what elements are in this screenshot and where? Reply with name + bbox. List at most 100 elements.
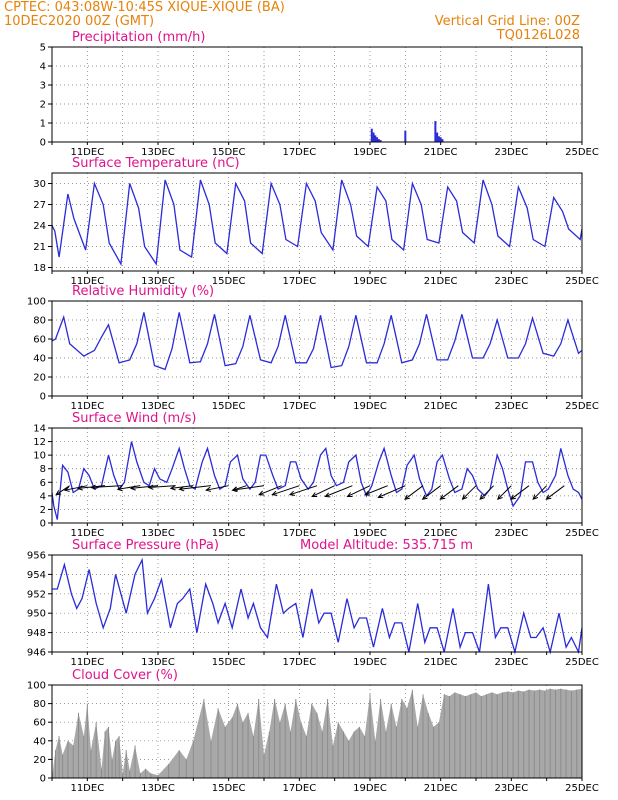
- precip-bar: [377, 139, 380, 142]
- precip-xtick-label: 17DEC: [282, 147, 316, 158]
- wind-arrow-head: [545, 494, 552, 500]
- wind-xtick-label: 23DEC: [494, 528, 528, 539]
- wind-xtick-label: 13DEC: [141, 528, 175, 539]
- wind-arrow: [55, 485, 70, 496]
- pres-xtick-label: 21DEC: [424, 657, 458, 668]
- wind-arrow-head: [55, 490, 62, 496]
- temp-xtick-label: 21DEC: [424, 276, 458, 287]
- rh-xtick-label: 23DEC: [494, 401, 528, 412]
- precip-bar: [434, 121, 437, 142]
- wind-series-line: [51, 441, 583, 520]
- rh-ytick-label: 20: [33, 373, 46, 384]
- wind-ytick-label: 2: [40, 505, 46, 516]
- cloud-ytick-label: 40: [33, 736, 46, 747]
- wind-arrow: [378, 485, 406, 498]
- wind-frame: [51, 427, 583, 524]
- pres-ytick-label: 948: [27, 628, 46, 639]
- wind-xtick-label: 19DEC: [353, 528, 387, 539]
- cloud-ytick-label: 100: [27, 681, 46, 692]
- wind-arrow: [364, 485, 388, 496]
- pres-subtitle: Model Altitude: 535.715 m: [300, 538, 473, 553]
- wind-arrow: [325, 485, 353, 497]
- wind-arrow-head: [479, 494, 486, 500]
- cloud-xtick-label: 17DEC: [282, 783, 316, 794]
- wind-arrow-head: [205, 486, 212, 492]
- header-grid-note: Vertical Grid Line: 00Z: [435, 14, 580, 29]
- wind-arrow: [148, 485, 176, 488]
- wind-ytick-label: 10: [33, 451, 46, 462]
- precip-xtick-label: 21DEC: [424, 147, 458, 158]
- precip-xtick-label: 19DEC: [353, 147, 387, 158]
- pres-panel: Surface Pressure (hPa) Model Altitude: 53…: [27, 538, 599, 668]
- temp-series-line: [51, 179, 583, 267]
- rh-ytick-label: 60: [33, 335, 46, 346]
- wind-arrow-head: [288, 490, 296, 496]
- wind-arrow-head: [510, 494, 517, 500]
- wind-arrow: [64, 485, 88, 491]
- precip-ytick-label: 1: [40, 119, 46, 130]
- rh-ytick-label: 40: [33, 354, 46, 365]
- header-run: 10DEC2020 00Z (GMT): [4, 14, 154, 29]
- pres-xtick-label: 19DEC: [353, 657, 387, 668]
- precip-title: Precipitation (mm/h): [72, 30, 205, 45]
- pres-xtick-label: 15DEC: [212, 657, 246, 668]
- temp-ytick-label: 18: [33, 263, 46, 274]
- wind-arrow: [258, 485, 282, 496]
- pres-ytick-label: 954: [27, 570, 46, 581]
- precip-ytick-label: 5: [40, 43, 46, 54]
- wind-xtick-label: 15DEC: [212, 528, 246, 539]
- precip-ytick-label: 0: [40, 138, 46, 149]
- precip-bar: [437, 136, 440, 142]
- wind-xtick-label: 11DEC: [70, 528, 104, 539]
- rh-xtick-label: 15DEC: [212, 401, 246, 412]
- precip-ytick-label: 4: [40, 62, 46, 73]
- precip-xtick-label: 15DEC: [212, 147, 246, 158]
- precip-bar: [379, 140, 382, 142]
- wind-arrow: [532, 485, 548, 500]
- wind-arrow-head: [147, 484, 154, 490]
- rh-ytick-label: 0: [40, 392, 46, 403]
- wind-arrow-head: [129, 485, 136, 491]
- precip-bar: [370, 128, 373, 142]
- temp-ytick-label: 21: [33, 242, 46, 253]
- wind-arrow-head: [461, 494, 468, 500]
- pres-ytick-label: 952: [27, 589, 46, 600]
- rh-ytick-label: 100: [27, 297, 46, 308]
- wind-arrow: [497, 485, 512, 500]
- temp-ytick-label: 30: [33, 179, 46, 190]
- rh-series-line: [51, 312, 583, 371]
- pres-xtick-label: 13DEC: [141, 657, 175, 668]
- wind-arrow-head: [497, 494, 503, 500]
- wind-arrow-head: [377, 493, 384, 499]
- precip-frame: [51, 46, 583, 143]
- pres-xtick-label: 11DEC: [70, 657, 104, 668]
- precip-xtick-label: 11DEC: [70, 147, 104, 158]
- temp-panel: Surface Temperature (nC) 18 21 24 27 30 11DEC 1…: [33, 156, 599, 287]
- cloud-xtick-label: 25DEC: [565, 783, 599, 794]
- rh-frame: [51, 300, 583, 397]
- cloud-ytick-label: 20: [33, 755, 46, 766]
- rh-title: Relative Humidity (%): [72, 284, 214, 299]
- precip-bar: [436, 132, 439, 142]
- wind-arrow: [289, 485, 318, 496]
- wind-arrow: [170, 485, 194, 489]
- rh-xtick-label: 11DEC: [70, 401, 104, 412]
- cloud-frame: [51, 684, 583, 779]
- wind-arrow: [479, 485, 495, 500]
- cloud-xtick-label: 21DEC: [424, 783, 458, 794]
- rh-panel: Relative Humidity (%) 0 20 40 60 80 100 11DEC 13…: [27, 284, 599, 412]
- wind-ytick-label: 12: [33, 437, 46, 448]
- wind-arrow-head: [439, 494, 446, 500]
- cloud-ytick-label: 60: [33, 718, 46, 729]
- wind-arrow: [130, 485, 159, 489]
- wind-ytick-label: 0: [40, 519, 46, 530]
- temp-title: Surface Temperature (nC): [72, 156, 240, 171]
- precip-ytick-label: 3: [40, 81, 46, 92]
- wind-panel: Surface Wind (m/s) 0 2 4 6 8 10 12 14 11DEC 13DEC 1…: [33, 411, 599, 539]
- wind-arrow: [347, 485, 371, 497]
- rh-ytick-label: 80: [33, 316, 46, 327]
- wind-xtick-label: 25DEC: [565, 528, 599, 539]
- wind-arrow-head: [532, 494, 539, 500]
